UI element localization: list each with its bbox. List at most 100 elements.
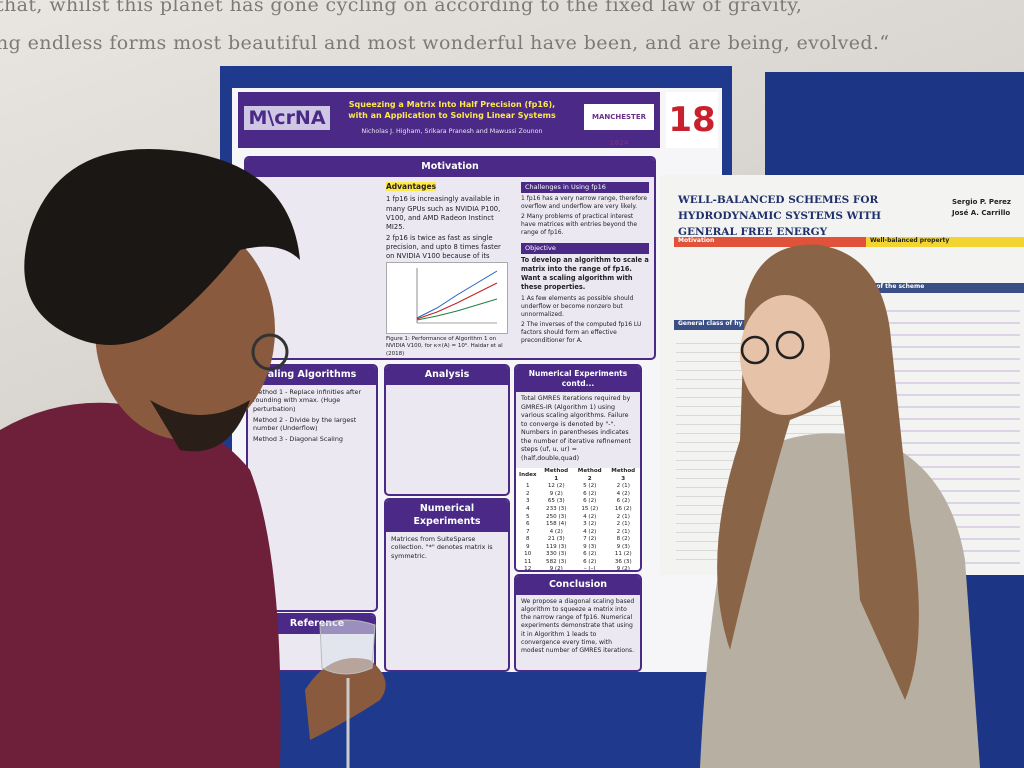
table-cell: 6 (2) (583, 498, 597, 505)
table-row: 2 9 (2) 6 (2) 4 (2) (516, 491, 640, 499)
experiments-panel: Numerical Experiments Matrices from Suit… (384, 498, 510, 672)
table-cell: 5 (525, 513, 530, 520)
section-heading: Motivation (674, 237, 868, 247)
conclusion-text: We propose a diagonal scaling based algo… (521, 597, 635, 655)
table-cell: 11 (2) (614, 551, 632, 558)
objective: To develop an algorithm to scale a matri… (521, 256, 649, 291)
author: Sergio P. Perez (952, 198, 1011, 206)
list-item: Method 3 - Diagonal Scaling (253, 435, 343, 444)
table-cell: 582 (3) (546, 558, 567, 565)
table-cell: 2 (1) (616, 528, 630, 535)
table-cell: 7 (2) (583, 536, 597, 543)
table-cell: 6 (2) (583, 558, 597, 565)
table-cell: 4 (2) (583, 513, 597, 520)
table-cell: 119 (3) (546, 543, 567, 550)
authors: Nicholas J. Higham, Srikara Pranesh and … (361, 128, 543, 135)
experiments-text: Matrices from SuiteSparse collection. "*… (391, 534, 493, 560)
table-cell: 9 (2) (549, 566, 563, 572)
table-cell: 6 (525, 521, 530, 528)
table-header: Method 1 (544, 468, 569, 482)
table-row: 3 65 (3) 6 (2) 6 (2) (516, 498, 640, 506)
table-cell: 9 (2) (549, 490, 563, 497)
table-cell: 158 (4) (546, 521, 567, 528)
table-row: 12 9 (2) – (–) 9 (2) (516, 566, 640, 572)
table-cell: 233 (3) (546, 505, 567, 512)
list-item: 2 Many problems of practical interest ha… (521, 212, 638, 237)
table-cell: 36 (3) (614, 558, 632, 565)
author: José A. Carrillo (952, 209, 1011, 218)
table-cell: 16 (2) (614, 505, 632, 512)
subheading: Advantages (386, 182, 437, 191)
table-cell: 9 (525, 543, 530, 550)
list-item: Method 1 - Replace infinities after roun… (253, 387, 362, 414)
table-header: Index (519, 472, 537, 479)
table-row: 8 21 (3) 7 (2) 8 (2) (516, 536, 640, 544)
table-cell: 3 (2) (583, 521, 597, 528)
table-row: 7 4 (2) 4 (2) 2 (1) (516, 529, 640, 537)
poster-title: WELL-BALANCED SCHEMES FOR HYDRODYNAMIC S… (678, 194, 882, 238)
table-row: 11 582 (3) 6 (2) 36 (3) (516, 559, 640, 567)
section-heading: Well-balanced property (866, 237, 1024, 247)
list-item: 1 fp16 has a very narrow range, therefor… (521, 194, 648, 210)
authors: Sergio P. Perez José A. Carrillo (952, 197, 1011, 219)
table-cell: 250 (3) (546, 513, 567, 520)
panel-heading: Numerical Experiments (386, 500, 508, 532)
table-cell: 2 (1) (616, 483, 630, 490)
table-cell: 2 (1) (616, 513, 630, 520)
table-cell: 11 (524, 558, 532, 565)
analysis-panel: Analysis (384, 364, 510, 496)
table-row: 6 158 (4) 3 (2) 2 (1) (516, 521, 640, 529)
scaling-panel: aling Algorithms Method 1 - Replace infi… (246, 364, 378, 612)
panel-heading: Analysis (386, 366, 508, 385)
table-row: 9 119 (3) 9 (3) 9 (3) (516, 544, 640, 552)
table-cell: 4 (2) (616, 490, 630, 497)
woman (700, 244, 980, 768)
subheading: Challenges in Using fp16 (521, 182, 649, 193)
table-cell: 4 (525, 505, 530, 512)
table-header: Method 2 (577, 468, 602, 482)
table-row: 4 233 (3) 15 (2) 16 (2) (516, 506, 640, 514)
motivation-panel: Motivation Advantages 1 fp16 is increasi… (244, 156, 656, 360)
table-cell: 9 (3) (616, 543, 630, 550)
table-cell: – (–) (583, 566, 596, 572)
institution: MANCHESTER 1824 (584, 104, 654, 147)
table-cell: 4 (2) (583, 528, 597, 535)
table-cell: 12 (524, 566, 532, 572)
experiments-contd-panel: Numerical Experiments contd... Total GMR… (514, 364, 642, 572)
table-cell: 21 (3) (547, 536, 565, 543)
table-row: 1 12 (2) 5 (2) 2 (1) (516, 483, 640, 491)
poster-number: 18 (666, 92, 718, 148)
table-cell: 6 (2) (616, 498, 630, 505)
table-cell: 7 (525, 528, 530, 535)
performance-plot (386, 262, 508, 334)
panel-heading: Numerical Experiments contd... (516, 366, 640, 393)
list-item: Method 2 - Divide by the largest number … (253, 415, 357, 433)
list-item: 2 The inverses of the computed fp16 LU f… (521, 320, 642, 345)
experiments-contd-text: Total GMRES iterations required by GMRES… (521, 395, 631, 462)
table-cell: 9 (3) (583, 543, 597, 550)
table-cell: 10 (524, 551, 532, 558)
table-cell: 12 (2) (547, 483, 565, 490)
panel-heading: aling Algorithms (248, 366, 376, 385)
table-cell: 65 (3) (547, 498, 565, 505)
plot-sketch (416, 268, 498, 324)
table-cell: 9 (2) (616, 566, 630, 572)
logo: M\crNA (244, 106, 330, 130)
table-cell: 4 (2) (549, 528, 563, 535)
poster-title: Squeezing a Matrix Into Half Precision (… (337, 100, 567, 122)
table-cell: 15 (2) (581, 505, 599, 512)
list-item: 1 As few elements as possible should und… (521, 294, 634, 318)
panel-heading: Motivation (246, 158, 654, 177)
table-cell: 8 (525, 536, 530, 543)
wall-quote: that, whilst this planet has gone cyclin… (0, 0, 803, 16)
results-table: Index Method 1 Method 2 Method 3 1 12 (2) 5 (… (516, 468, 640, 572)
table-cell: 8 (2) (616, 536, 630, 543)
table-cell: 2 (1) (616, 521, 630, 528)
table-row: 10 330 (3) 6 (2) 11 (2) (516, 551, 640, 559)
table-cell: 2 (525, 490, 530, 497)
man (0, 149, 386, 768)
conclusion-panel: Conclusion We propose a diagonal scaling… (514, 574, 642, 672)
panel-heading: Conclusion (516, 576, 640, 595)
